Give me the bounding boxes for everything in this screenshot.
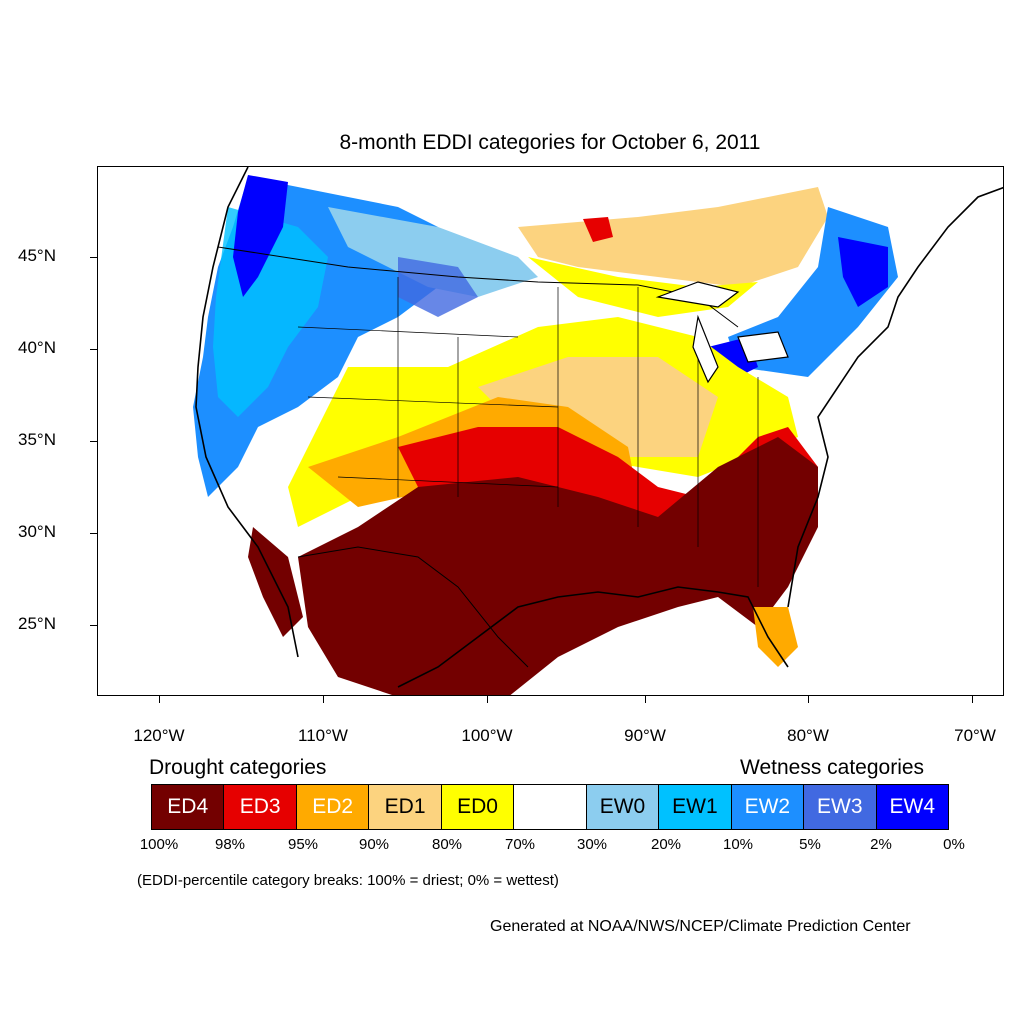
legend-ed1: ED1	[369, 785, 442, 829]
pct-break: 30%	[576, 836, 608, 853]
lon-tick	[808, 696, 809, 703]
legend-ed0: ED0	[441, 785, 515, 829]
lon-tick	[972, 696, 973, 703]
legend-ew2: EW2	[731, 785, 805, 829]
pct-break: 0%	[943, 836, 965, 853]
pct-break: 10%	[722, 836, 754, 853]
legend-ew1: EW1	[659, 785, 732, 829]
eddi-map	[97, 166, 1004, 696]
coastline-gulf	[397, 586, 789, 688]
map-title: 8-month EDDI categories for October 6, 2…	[339, 131, 761, 154]
lon-tick	[645, 696, 646, 703]
region-ed1-canada	[518, 187, 828, 287]
legend-neutral	[514, 785, 587, 829]
region-ew4-coast	[233, 175, 288, 297]
credit-line: Generated at NOAA/NWS/NCEP/Climate Predi…	[490, 918, 911, 935]
coastline-east	[787, 186, 1003, 608]
category-legend: ED4 ED3 ED2 ED1 ED0 EW0 EW1 EW2 EW3 EW4	[151, 784, 949, 830]
lat-tick	[90, 349, 97, 350]
lat-label-25n: 25°N	[18, 614, 56, 633]
pct-break: 2%	[870, 836, 892, 853]
legend-ew4: EW4	[876, 785, 948, 829]
region-ew4-northeast	[838, 237, 888, 307]
border-mexico	[297, 546, 529, 668]
map-canvas	[193, 167, 1003, 695]
lat-tick	[90, 257, 97, 258]
region-ew3-montana	[398, 257, 478, 317]
region-ew0-interior	[328, 207, 538, 297]
pct-break: 5%	[799, 836, 821, 853]
pct-break: 80%	[431, 836, 463, 853]
state-lines	[297, 277, 759, 587]
pct-break: 98%	[214, 836, 246, 853]
lon-label-100w: 100°W	[461, 726, 513, 745]
region-ed3-canada	[583, 217, 613, 242]
lat-tick	[90, 441, 97, 442]
legend-ed4: ED4	[152, 785, 225, 829]
lon-tick	[323, 696, 324, 703]
legend-ew0: EW0	[586, 785, 660, 829]
legend-ew3: EW3	[804, 785, 877, 829]
lon-label-80w: 80°W	[787, 726, 829, 745]
lon-tick	[159, 696, 160, 703]
lat-label-45n: 45°N	[18, 246, 56, 265]
great-lakes	[655, 281, 789, 384]
lat-label-35n: 35°N	[18, 430, 56, 449]
legend-ed3: ED3	[224, 785, 297, 829]
lat-label-40n: 40°N	[18, 338, 56, 357]
lon-label-110w: 110°W	[298, 726, 348, 745]
lon-tick	[487, 696, 488, 703]
pct-break: 70%	[504, 836, 536, 853]
pct-break: 95%	[287, 836, 319, 853]
category-note: (EDDI-percentile category breaks: 100% =…	[137, 872, 559, 889]
region-ed4-south	[298, 437, 818, 695]
pct-break: 100%	[139, 836, 179, 853]
lat-tick	[90, 625, 97, 626]
lon-label-70w: 70°W	[954, 726, 996, 745]
legend-ed2: ED2	[296, 785, 370, 829]
drought-heading: Drought categories	[149, 756, 327, 779]
region-ed2-florida	[753, 607, 798, 667]
wetness-heading: Wetness categories	[740, 756, 925, 779]
lon-label-120w: 120°W	[133, 726, 185, 745]
pct-break: 20%	[650, 836, 682, 853]
pct-break: 90%	[358, 836, 390, 853]
lat-tick	[90, 533, 97, 534]
lat-label-30n: 30°N	[18, 522, 56, 541]
lon-label-90w: 90°W	[624, 726, 666, 745]
